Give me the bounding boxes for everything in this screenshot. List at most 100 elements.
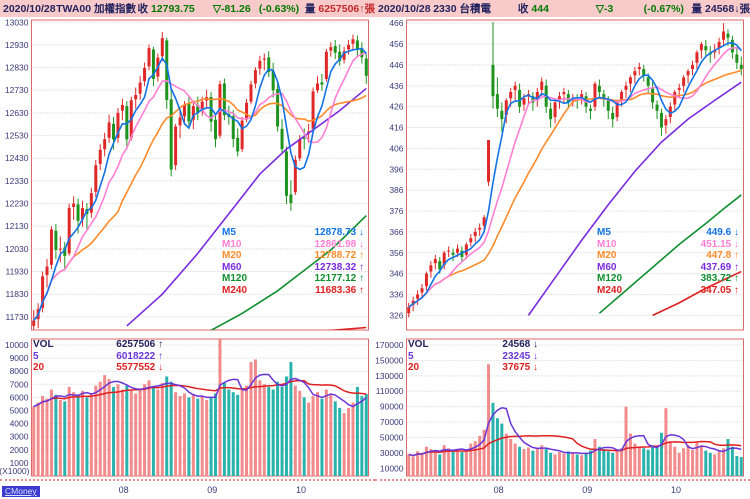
svg-text:30000: 30000 xyxy=(380,448,404,458)
ma-legend-row: M20 447.8 ↑ xyxy=(597,250,739,261)
svg-text:8000: 8000 xyxy=(10,366,29,376)
ma-legend-row: M10 451.15 ↓ xyxy=(597,238,739,250)
ma-legend-row: M5 449.6 ↓ xyxy=(597,227,739,238)
svg-text:(X1000): (X1000) xyxy=(0,466,30,476)
svg-text:90000: 90000 xyxy=(380,402,404,412)
close-label: 收 xyxy=(517,3,529,15)
vol-legend-row: 20 37675 ↓ xyxy=(408,362,538,373)
volume-label: 量 xyxy=(691,3,703,15)
close-value: 444 xyxy=(531,2,549,15)
svg-text:12730: 12730 xyxy=(5,85,29,95)
symbol-label: 2330 台積電 xyxy=(433,3,491,15)
ma-legend-row: M5 12878.73 ↓ xyxy=(222,227,364,238)
svg-text:7000: 7000 xyxy=(10,379,29,389)
svg-text:386: 386 xyxy=(389,185,403,195)
svg-text:446: 446 xyxy=(389,60,403,70)
svg-text:406: 406 xyxy=(389,143,403,153)
svg-text:12430: 12430 xyxy=(5,153,29,163)
x-axis: 08 09 10 xyxy=(0,479,375,499)
volume-value: 6257506↑張 xyxy=(318,3,376,15)
vol-legend-row: 5 6018222 ↑ xyxy=(33,350,163,362)
svg-text:456: 456 xyxy=(389,39,403,49)
svg-text:1000: 1000 xyxy=(10,458,29,468)
svg-text:426: 426 xyxy=(389,102,403,112)
x-axis-month-label: 10 xyxy=(670,485,681,495)
svg-text:4000: 4000 xyxy=(10,419,29,429)
svg-text:346: 346 xyxy=(389,269,403,279)
svg-text:130000: 130000 xyxy=(375,371,404,381)
svg-text:356: 356 xyxy=(389,248,403,258)
x-axis-month-label: 09 xyxy=(207,485,218,495)
svg-text:376: 376 xyxy=(389,206,403,216)
volume-legend: VOL 6257506 ↑ 5 6018222 ↑ 20 5577552 ↓ xyxy=(33,339,163,374)
svg-text:10000: 10000 xyxy=(380,463,404,473)
svg-text:366: 366 xyxy=(389,227,403,237)
x-axis-month-label: 09 xyxy=(582,485,593,495)
close-value: 12793.75 xyxy=(150,2,195,15)
svg-text:6000: 6000 xyxy=(10,392,29,402)
svg-text:70000: 70000 xyxy=(380,417,404,427)
svg-text:12130: 12130 xyxy=(5,221,29,231)
svg-text:12630: 12630 xyxy=(5,108,29,118)
ma-legend-row: M60 437.69 ↑ xyxy=(597,261,739,273)
vol-legend-row: 5 23245 ↓ xyxy=(408,350,538,362)
change-percent: (-0.63%) xyxy=(258,2,300,15)
ma-legend-row: M120 383.72 ↑ xyxy=(597,273,739,284)
x-axis-month-label: 08 xyxy=(493,485,504,495)
x-axis: 08 09 10 xyxy=(375,479,750,499)
volume-label: 量 xyxy=(304,3,316,15)
ma-legend-row: M60 12738.32 ↑ xyxy=(222,261,364,273)
chart-header: 2020/10/28 2330 台積電 收 444 ▽-3 (-0.67%) 量… xyxy=(375,0,750,17)
svg-text:170000: 170000 xyxy=(375,340,404,350)
volume-chart[interactable]: 10000 9000 8000 7000 6000 5000 4000 3000 2000 100… xyxy=(0,337,375,479)
svg-text:416: 416 xyxy=(389,123,403,133)
vol-legend-row: VOL 6257506 ↑ xyxy=(33,339,163,350)
candlestick-chart[interactable]: 466 456 446 436 426 416 406 396 386 376 366 356 346 3… xyxy=(375,17,750,333)
svg-text:11830: 11830 xyxy=(5,289,28,299)
svg-text:396: 396 xyxy=(389,164,403,174)
svg-text:5000: 5000 xyxy=(10,406,29,416)
svg-text:436: 436 xyxy=(389,81,403,91)
ma-legend-row: M10 12861.98 ↓ xyxy=(222,238,364,250)
svg-text:10000: 10000 xyxy=(5,340,29,350)
change-percent: (-0.67%) xyxy=(643,2,684,15)
ma-legend: M5 12878.73 ↓ M10 12861.98 ↓ M20 12788.72 ↑… xyxy=(222,227,364,296)
vol-legend-row: VOL 24568 ↓ xyxy=(408,339,538,350)
volume-value: 24568↓張 xyxy=(705,3,750,15)
svg-text:13030: 13030 xyxy=(5,17,29,27)
svg-text:12330: 12330 xyxy=(5,176,29,186)
svg-text:11930: 11930 xyxy=(5,267,28,277)
date-label: 2020/10/28 xyxy=(378,2,431,15)
ma-legend-row: M240 347.05 ↑ xyxy=(597,284,739,296)
svg-text:50000: 50000 xyxy=(380,432,404,442)
symbol-label: TWA00 加權指數 xyxy=(56,3,137,15)
ma-legend-row: M120 12177.12 ↑ xyxy=(222,273,364,284)
change-value: ▽-81.26 xyxy=(212,2,251,15)
vol-legend-row: 20 5577552 ↓ xyxy=(33,362,163,373)
svg-text:466: 466 xyxy=(389,18,403,28)
svg-text:326: 326 xyxy=(389,310,403,320)
svg-text:12530: 12530 xyxy=(5,131,29,141)
ma-legend-row: M20 12788.72 ↑ xyxy=(222,250,364,261)
x-axis-month-label: 08 xyxy=(118,485,129,495)
close-label: 收 xyxy=(137,3,148,15)
volume-chart[interactable]: 170000 150000 130000 110000 90000 70000 50000 3… xyxy=(375,337,750,479)
svg-text:12230: 12230 xyxy=(5,199,29,209)
svg-text:12030: 12030 xyxy=(5,244,29,254)
svg-text:110000: 110000 xyxy=(376,386,404,396)
date-label: 2020/10/28 xyxy=(3,2,56,15)
cmoney-logo[interactable]: CMoney xyxy=(2,486,40,497)
x-axis-month-label: 10 xyxy=(295,485,306,495)
svg-text:9000: 9000 xyxy=(10,353,29,363)
candlestick-chart[interactable]: 13030 12930 12830 12730 12630 12530 12430 12330… xyxy=(0,17,375,333)
ma-legend-row: M240 11683.36 ↑ xyxy=(222,284,364,296)
svg-text:150000: 150000 xyxy=(375,355,404,365)
ma-legend: M5 449.6 ↓ M10 451.15 ↓ M20 447.8 ↑ M60 437.… xyxy=(597,227,739,296)
svg-text:3000: 3000 xyxy=(10,432,29,442)
change-value: ▽-3 xyxy=(595,2,614,15)
svg-text:2000: 2000 xyxy=(10,445,29,455)
svg-text:12930: 12930 xyxy=(5,40,29,50)
volume-legend: VOL 24568 ↓ 5 23245 ↓ 20 37675 ↓ xyxy=(408,339,538,374)
chart-header: 2020/10/28 TWA00 加權指數 收 12793.75 ▽-81.26… xyxy=(0,0,375,17)
svg-text:11730: 11730 xyxy=(5,312,28,322)
